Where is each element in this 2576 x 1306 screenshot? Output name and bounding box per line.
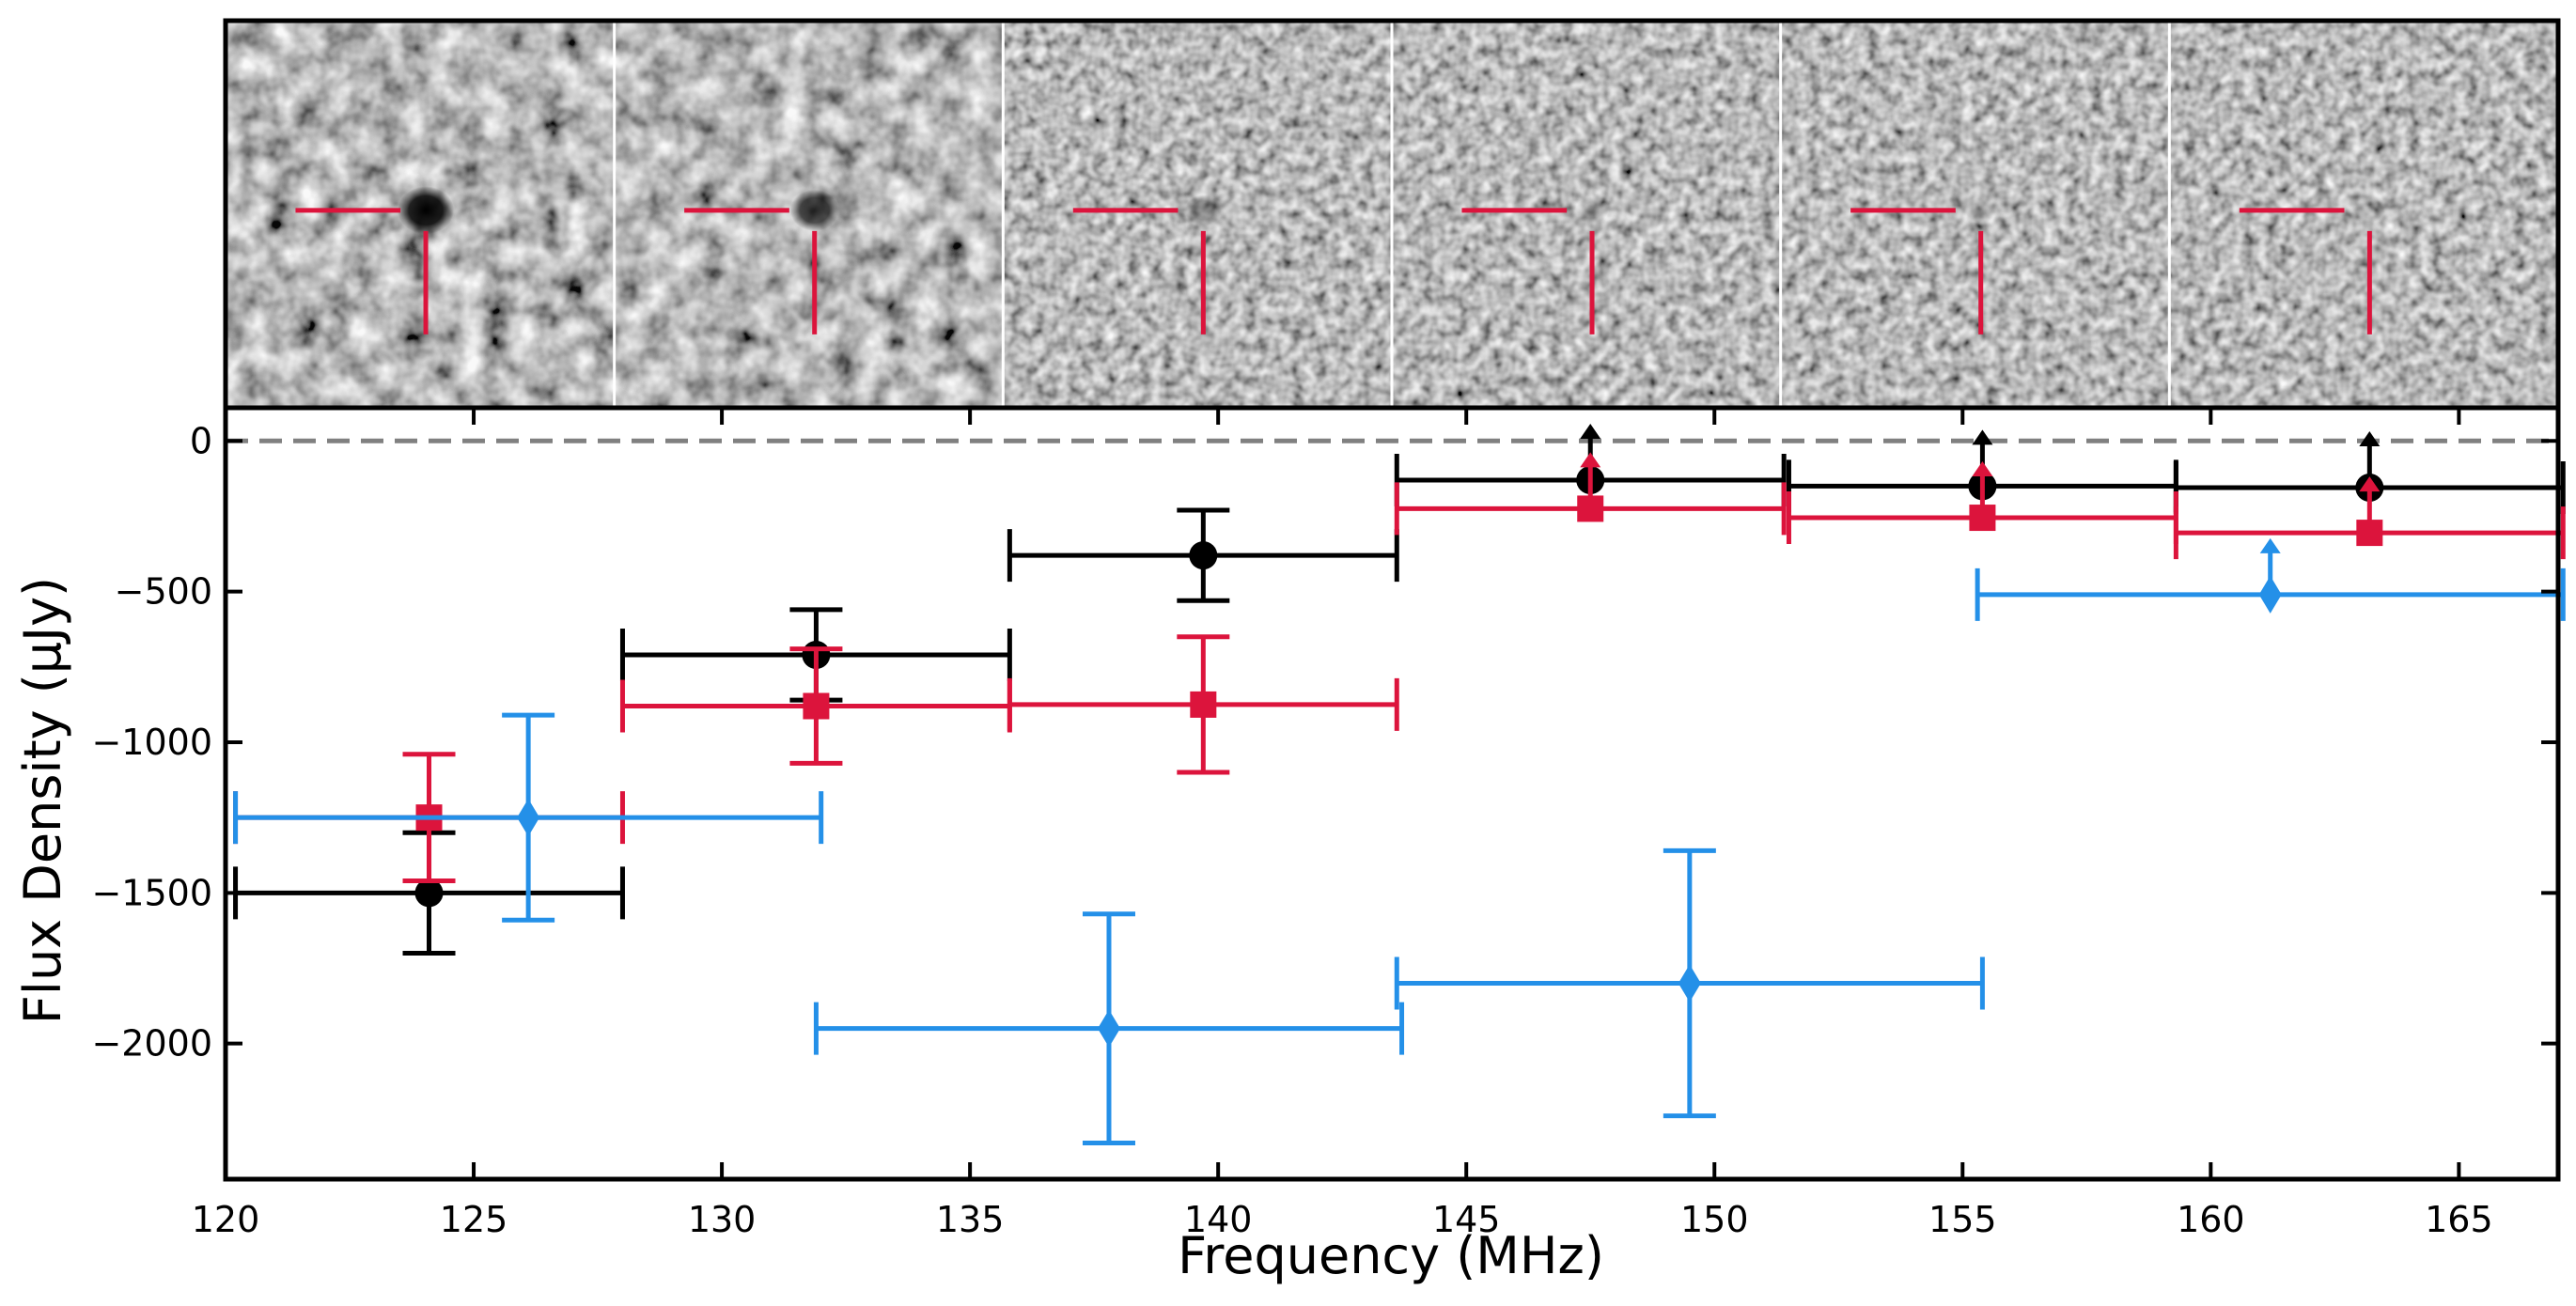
square-marker xyxy=(2356,520,2383,547)
y-axis-label: Flux Density (μJy) xyxy=(13,577,72,1024)
limit-arrow-head xyxy=(2359,430,2381,446)
data-point xyxy=(813,911,1405,1146)
plot-area: 120 125 130 135 140 145 150 155 160 165 0 −500 −1000… xyxy=(91,405,2566,1240)
diamond-marker xyxy=(517,799,540,837)
limit-arrow-head xyxy=(1972,429,1993,445)
x-tick-label: 165 xyxy=(2425,1199,2493,1240)
x-tick-label: 160 xyxy=(2177,1199,2245,1240)
source-blob xyxy=(398,186,455,235)
y-tick-label: −500 xyxy=(115,571,212,613)
image-panel xyxy=(226,21,615,408)
y-tick-label: −2000 xyxy=(91,1023,212,1065)
x-tick-label: 135 xyxy=(936,1199,1005,1240)
source-blob xyxy=(1965,196,1997,224)
data-point xyxy=(619,646,1012,766)
x-tick-label: 125 xyxy=(440,1199,508,1240)
data-point xyxy=(1007,634,1399,775)
source-blob xyxy=(789,189,839,231)
x-tick-label: 130 xyxy=(688,1199,757,1240)
plot-frame xyxy=(223,405,2561,1182)
diamond-marker xyxy=(1678,964,1701,1003)
source-blob xyxy=(2354,197,2385,224)
x-tick-label: 140 xyxy=(1184,1199,1253,1240)
x-tick-label: 150 xyxy=(1680,1199,1749,1240)
source-blob xyxy=(1575,196,1609,225)
data-point xyxy=(233,712,824,923)
circle-marker xyxy=(1189,541,1218,570)
x-axis-label: Frequency (MHz) xyxy=(1178,1226,1604,1285)
data-point xyxy=(1975,537,2566,621)
limit-arrow-head xyxy=(1972,461,1993,477)
y-tick-label: −1000 xyxy=(91,722,212,763)
square-marker xyxy=(1577,495,1604,522)
x-tick-label: 145 xyxy=(1432,1199,1501,1240)
diamond-marker xyxy=(1097,1009,1120,1048)
image-strip xyxy=(223,18,2561,411)
image-panel xyxy=(1001,21,1392,408)
square-marker xyxy=(1969,505,1996,532)
data-point xyxy=(1786,461,2178,545)
x-tick-label: 120 xyxy=(192,1199,260,1240)
limit-arrow-head xyxy=(1580,423,1601,439)
data-point xyxy=(1394,847,1985,1119)
source-blob xyxy=(1184,194,1222,226)
square-marker xyxy=(1190,691,1217,718)
circle-marker xyxy=(414,878,444,908)
limit-arrow-head xyxy=(1580,452,1601,468)
image-panel xyxy=(1390,21,1781,408)
y-tick-label: 0 xyxy=(190,420,212,461)
series-2 xyxy=(233,537,2566,1146)
square-marker xyxy=(803,692,830,720)
limit-arrow-head xyxy=(2259,537,2281,553)
x-tick-label: 155 xyxy=(1928,1199,1997,1240)
image-panel xyxy=(613,21,1004,408)
data-point xyxy=(1007,507,1399,603)
diamond-marker xyxy=(2258,575,2282,614)
data-point xyxy=(1394,452,1787,536)
image-panel xyxy=(1779,21,2170,408)
image-panel xyxy=(2167,21,2558,408)
data-point xyxy=(2173,476,2566,560)
y-tick-label: −1500 xyxy=(91,872,212,913)
limit-arrow-head xyxy=(2359,476,2381,492)
series-0 xyxy=(233,423,2566,956)
